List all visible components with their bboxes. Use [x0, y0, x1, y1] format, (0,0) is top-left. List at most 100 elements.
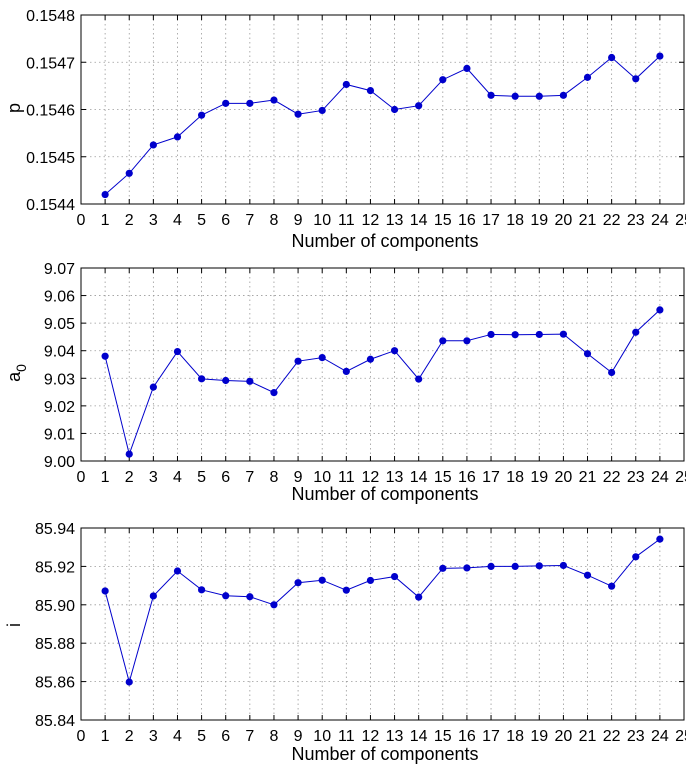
x-tick-label: 4: [173, 469, 182, 486]
x-tick-label: 11: [338, 212, 355, 229]
x-tick-label: 9: [294, 212, 303, 229]
data-point: [439, 76, 447, 84]
data-point: [101, 190, 109, 199]
data-point: [559, 91, 568, 99]
x-ticks-p: 0 1 2 3 4 5 6 7 8 9 10 11 12 13 14 15 16 17 18 19 20 21 22 23 24…: [77, 15, 686, 229]
x-tick-label: 10: [313, 212, 331, 229]
data-point: [222, 376, 230, 385]
ylabel-a0-subscript: 0: [13, 364, 29, 372]
x-tick-label: 25: [675, 469, 686, 486]
data-point: [535, 562, 543, 570]
data-point: [173, 133, 182, 141]
x-tick-label: 9: [294, 728, 303, 745]
x-tick-label: 12: [362, 212, 380, 229]
x-tick-label: 13: [386, 728, 404, 745]
x-tick-label: 3: [149, 469, 158, 486]
x-tick-label: 23: [627, 212, 645, 229]
data-points-a0: [101, 306, 664, 458]
x-tick-label: 14: [410, 469, 428, 486]
data-point: [198, 111, 206, 119]
x-tick-label: 22: [603, 469, 621, 486]
data-point: [463, 64, 471, 72]
data-point: [487, 562, 495, 571]
x-tick-label: 5: [197, 469, 206, 486]
data-point: [390, 105, 399, 114]
grid-a0: [81, 268, 684, 461]
x-tick-label: 16: [458, 212, 476, 229]
plot-frame-i: [80, 527, 685, 721]
xlabel-panel-a0: Number of components: [291, 484, 478, 504]
data-point: [270, 601, 278, 609]
data-point: [149, 383, 157, 391]
y-tick-label: 85.94: [35, 521, 75, 538]
series-line-a0: [104, 309, 661, 456]
data-point: [125, 450, 133, 458]
data-point: [294, 110, 302, 118]
x-tick-label: 1: [101, 728, 110, 745]
data-point: [632, 328, 640, 336]
data-point: [583, 350, 592, 358]
x-tick-label: 1: [101, 469, 110, 486]
x-tick-label: 20: [555, 728, 573, 745]
data-point: [439, 564, 447, 572]
x-tick-label: 0: [77, 469, 86, 486]
x-tick-label: 20: [555, 469, 573, 486]
x-tick-label: 3: [149, 728, 158, 745]
data-point: [632, 553, 640, 561]
x-tick-label: 8: [270, 728, 279, 745]
data-point: [125, 169, 133, 177]
y-tick-label: 85.86: [35, 675, 75, 692]
data-point: [535, 92, 543, 100]
x-tick-label: 22: [603, 728, 621, 745]
x-tick-label: 13: [386, 469, 404, 486]
x-tick-label: 15: [434, 212, 452, 229]
data-point: [318, 576, 326, 584]
data-point: [535, 330, 543, 339]
data-point: [198, 375, 206, 383]
data-point: [318, 106, 326, 115]
data-point: [246, 99, 254, 107]
data-point: [173, 567, 182, 575]
x-tick-label: 18: [506, 212, 524, 229]
x-tick-label: 3: [149, 212, 158, 229]
y-tick-label: 9.04: [44, 344, 75, 361]
x-tick-label: 8: [270, 212, 279, 229]
x-tick-label: 21: [579, 212, 597, 229]
x-tick-label: 7: [245, 212, 254, 229]
ylabel-i: i: [4, 623, 24, 627]
x-tick-label: 19: [530, 469, 548, 486]
data-point: [608, 53, 616, 62]
x-tick-label: 10: [313, 728, 331, 745]
x-tick-label: 12: [362, 728, 380, 745]
data-point: [342, 586, 350, 594]
y-tick-label: 0.1547: [26, 55, 75, 72]
y-tick-label: 9.05: [44, 316, 75, 333]
data-point: [656, 306, 664, 314]
data-point: [511, 92, 519, 100]
y-ticks-a0: 9.00 9.01 9.02 9.03 9.04 9.05 9.06 9.07: [44, 261, 684, 471]
xlabel-panel-p: Number of components: [291, 231, 478, 251]
x-tick-label: 2: [125, 469, 134, 486]
data-point: [366, 576, 375, 585]
data-point: [608, 582, 616, 590]
data-point: [511, 562, 519, 571]
y-tick-label: 9.06: [44, 289, 75, 306]
ylabel-p: p: [4, 103, 24, 113]
data-point: [342, 367, 350, 375]
data-point: [318, 354, 326, 362]
data-point: [511, 331, 519, 339]
data-point: [149, 141, 157, 149]
data-point: [149, 592, 157, 600]
y-tick-label: 85.84: [35, 713, 75, 730]
x-tick-label: 0: [77, 212, 86, 229]
y-tick-label: 0.1544: [26, 197, 75, 214]
data-point: [101, 587, 109, 595]
panel-a0: a0 Number of components 0 1 2 3 4 5 6 7 8 9 10 11 12…: [4, 261, 686, 504]
x-tick-label: 15: [434, 469, 452, 486]
y-tick-label: 9.02: [44, 399, 75, 416]
y-tick-label: 9.03: [44, 371, 75, 388]
x-tick-label: 15: [434, 728, 452, 745]
data-point: [294, 357, 302, 365]
x-tick-label: 17: [482, 469, 500, 486]
